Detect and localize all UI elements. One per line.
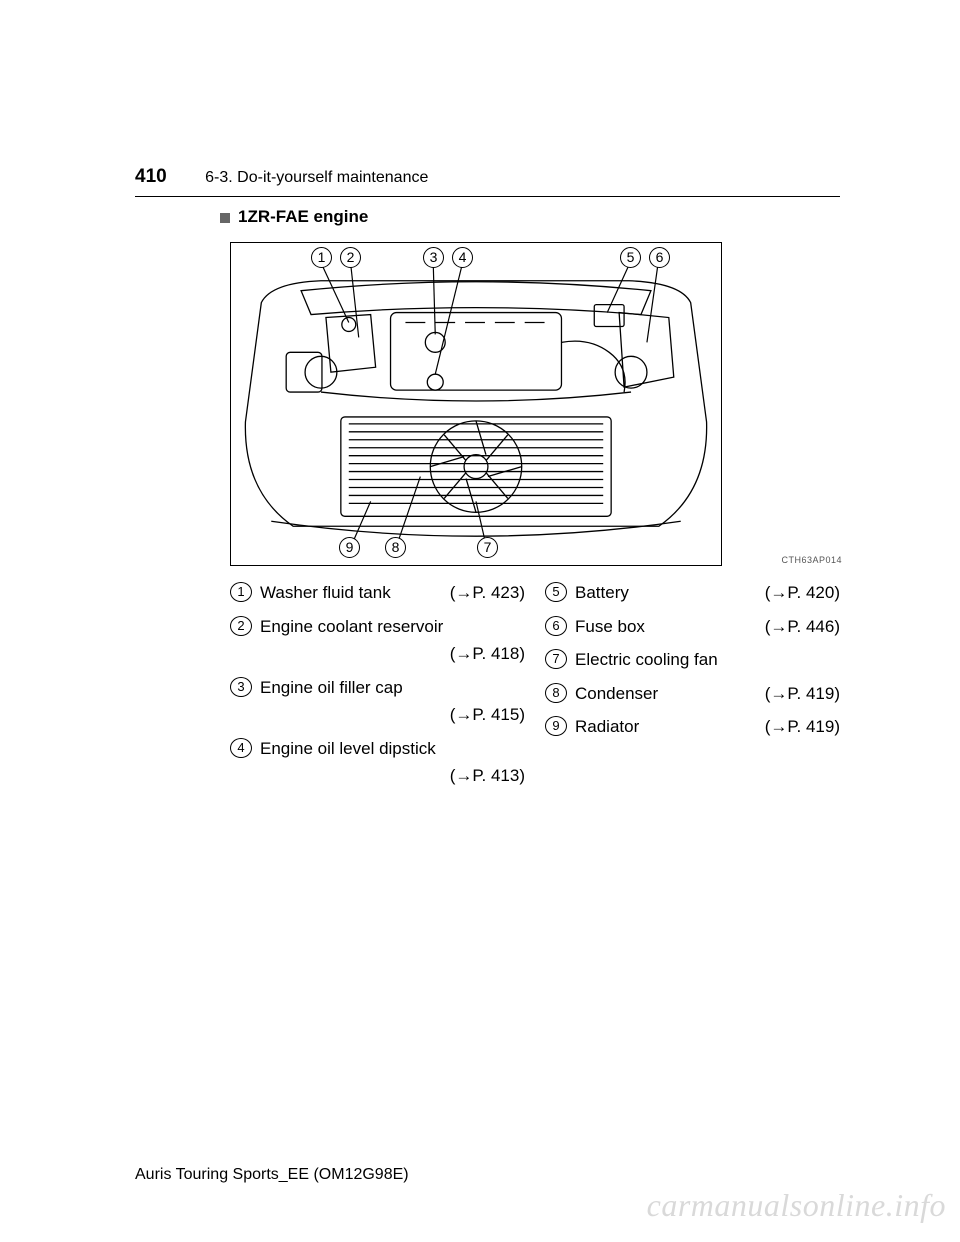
legend-item-2: 2 Engine coolant reservoir(→P. 418) xyxy=(230,614,525,667)
legend-item-7: 7 Electric cooling fan xyxy=(545,647,840,673)
legend-body-1: Washer fluid tank (→P. 423) xyxy=(260,580,525,606)
legend-body-6: Fuse box (→P. 446) xyxy=(575,614,840,640)
legend-label: Battery xyxy=(575,580,629,606)
legend-ref: (→P. 413) xyxy=(260,763,525,789)
callout-9: 9 xyxy=(339,537,360,558)
page-header: 410 6-3. Do-it-yourself maintenance xyxy=(135,166,840,188)
callout-4: 4 xyxy=(452,247,473,268)
legend: 1 Washer fluid tank (→P. 423) 2 Engine coola… xyxy=(230,580,840,797)
legend-label: Engine coolant reservoir xyxy=(260,614,525,640)
legend-label: Fuse box xyxy=(575,614,645,640)
callout-5: 5 xyxy=(620,247,641,268)
legend-body-9: Radiator (→P. 419) xyxy=(575,714,840,740)
callout-3: 3 xyxy=(423,247,444,268)
callout-6: 6 xyxy=(649,247,670,268)
legend-label: Engine oil filler cap xyxy=(260,675,525,701)
legend-item-1: 1 Washer fluid tank (→P. 423) xyxy=(230,580,525,606)
legend-ref: (→P. 418) xyxy=(260,641,525,667)
legend-body-5: Battery (→P. 420) xyxy=(575,580,840,606)
legend-body-3: Engine oil filler cap(→P. 415) xyxy=(260,675,525,728)
legend-item-5: 5 Battery (→P. 420) xyxy=(545,580,840,606)
legend-label: Radiator xyxy=(575,714,639,740)
legend-num-3: 3 xyxy=(230,677,252,697)
legend-num-4: 4 xyxy=(230,738,252,758)
legend-ref: (→P. 419) xyxy=(765,714,840,740)
legend-label: Condenser xyxy=(575,681,658,707)
legend-ref: (→P. 420) xyxy=(765,580,840,606)
legend-num-7: 7 xyxy=(545,649,567,669)
legend-num-6: 6 xyxy=(545,616,567,636)
header-rule xyxy=(135,196,840,197)
legend-num-9: 9 xyxy=(545,716,567,736)
legend-ref: (→P. 446) xyxy=(765,614,840,640)
legend-body-4: Engine oil level dipstick(→P. 413) xyxy=(260,736,525,789)
legend-ref: (→P. 415) xyxy=(260,702,525,728)
legend-body-7: Electric cooling fan xyxy=(575,647,840,673)
legend-column-right: 5 Battery (→P. 420) 6 Fuse box (→P. 446) 7 Elec… xyxy=(545,580,840,797)
engine-title: 1ZR-FAE engine xyxy=(220,207,368,227)
callout-7: 7 xyxy=(477,537,498,558)
engine-title-text: 1ZR-FAE engine xyxy=(238,207,368,226)
engine-diagram xyxy=(230,242,722,566)
legend-ref: (→P. 423) xyxy=(450,580,525,606)
page-number: 410 xyxy=(135,166,167,187)
legend-item-3: 3 Engine oil filler cap(→P. 415) xyxy=(230,675,525,728)
section-title: 6-3. Do-it-yourself maintenance xyxy=(205,169,428,186)
legend-num-1: 1 xyxy=(230,582,252,602)
diagram-ref-code: CTH63AP014 xyxy=(781,555,842,565)
legend-ref: (→P. 419) xyxy=(765,681,840,707)
callout-2: 2 xyxy=(340,247,361,268)
legend-item-9: 9 Radiator (→P. 419) xyxy=(545,714,840,740)
legend-label: Engine oil level dipstick xyxy=(260,736,525,762)
footer-text: Auris Touring Sports_EE (OM12G98E) xyxy=(135,1166,409,1184)
legend-body-2: Engine coolant reservoir(→P. 418) xyxy=(260,614,525,667)
legend-item-8: 8 Condenser (→P. 419) xyxy=(545,681,840,707)
legend-label: Washer fluid tank xyxy=(260,580,391,606)
engine-diagram-svg xyxy=(231,243,721,565)
legend-body-8: Condenser (→P. 419) xyxy=(575,681,840,707)
callout-8: 8 xyxy=(385,537,406,558)
watermark: carmanualsonline.info xyxy=(647,1187,946,1224)
legend-column-left: 1 Washer fluid tank (→P. 423) 2 Engine coola… xyxy=(230,580,525,797)
bullet-square-icon xyxy=(220,213,230,223)
legend-label: Electric cooling fan xyxy=(575,647,718,673)
legend-num-5: 5 xyxy=(545,582,567,602)
legend-item-6: 6 Fuse box (→P. 446) xyxy=(545,614,840,640)
callout-1: 1 xyxy=(311,247,332,268)
legend-item-4: 4 Engine oil level dipstick(→P. 413) xyxy=(230,736,525,789)
legend-num-8: 8 xyxy=(545,683,567,703)
legend-num-2: 2 xyxy=(230,616,252,636)
